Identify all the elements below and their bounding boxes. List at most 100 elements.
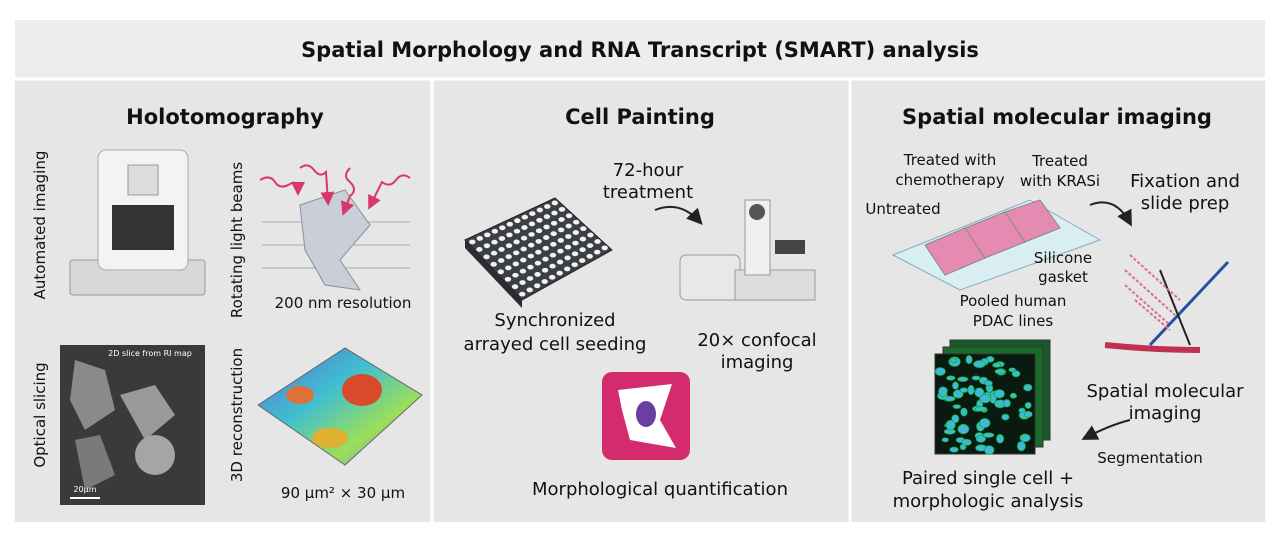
well bbox=[514, 218, 521, 224]
well bbox=[557, 248, 564, 254]
well bbox=[497, 258, 505, 263]
cell bbox=[952, 404, 962, 409]
label: Untreated bbox=[865, 200, 940, 218]
well bbox=[563, 266, 571, 272]
well bbox=[513, 228, 521, 234]
cell bbox=[950, 358, 958, 363]
label: with KRASi bbox=[1020, 172, 1100, 190]
well bbox=[491, 228, 499, 234]
label: 90 µm² × 30 µm bbox=[281, 484, 405, 502]
well bbox=[550, 241, 557, 247]
cell bbox=[945, 419, 956, 431]
label: Optical slicing bbox=[31, 362, 49, 467]
well bbox=[519, 268, 527, 274]
well bbox=[521, 225, 528, 230]
cell bbox=[949, 446, 959, 453]
well bbox=[558, 217, 565, 222]
cell bbox=[957, 376, 969, 382]
well bbox=[572, 219, 580, 225]
cell bbox=[961, 438, 972, 446]
label: morphologic analysis bbox=[893, 491, 1084, 512]
well bbox=[520, 235, 528, 241]
cell bbox=[979, 418, 991, 429]
cell bbox=[1016, 440, 1026, 452]
well bbox=[542, 245, 550, 251]
well bbox=[579, 247, 586, 253]
well bbox=[543, 224, 550, 230]
cell bbox=[982, 432, 995, 438]
well bbox=[549, 252, 557, 258]
well bbox=[520, 246, 527, 252]
well bbox=[512, 272, 519, 278]
cell bbox=[957, 423, 970, 435]
well bbox=[490, 250, 498, 256]
cell bbox=[941, 437, 949, 443]
well bbox=[533, 283, 541, 289]
cell bbox=[973, 360, 986, 369]
image-caption: 2D slice from RI map bbox=[108, 349, 192, 358]
cell bbox=[1009, 392, 1018, 399]
holotomography-instrument bbox=[69, 149, 206, 296]
well bbox=[506, 232, 513, 238]
well bbox=[527, 253, 535, 259]
well bbox=[601, 245, 608, 251]
label: Rotating light beams bbox=[228, 162, 246, 318]
label: Treated with bbox=[903, 151, 996, 169]
well bbox=[572, 240, 579, 246]
well bbox=[564, 244, 572, 250]
cell bbox=[994, 368, 1006, 375]
well bbox=[548, 274, 556, 280]
cell bbox=[993, 389, 1005, 399]
well bbox=[518, 291, 526, 297]
label: Treated bbox=[1031, 152, 1088, 170]
light-beams-illustration bbox=[259, 164, 411, 291]
probe-illustration bbox=[1104, 254, 1230, 353]
cell bbox=[952, 381, 959, 390]
label: Pooled human bbox=[960, 292, 1067, 310]
well bbox=[469, 239, 476, 245]
panel-title: Spatial molecular imaging bbox=[902, 105, 1212, 129]
label: slide prep bbox=[1141, 193, 1230, 214]
well bbox=[491, 239, 498, 245]
label: Paired single cell + bbox=[902, 468, 1074, 489]
well bbox=[526, 287, 533, 293]
label: 20× confocal bbox=[697, 330, 816, 351]
well bbox=[549, 263, 556, 269]
well bbox=[557, 238, 565, 243]
cell bbox=[1001, 413, 1010, 421]
well bbox=[497, 269, 505, 275]
well bbox=[556, 259, 564, 265]
cell bbox=[1002, 399, 1011, 408]
well bbox=[571, 262, 578, 268]
label: treatment bbox=[603, 182, 693, 203]
well bbox=[541, 267, 549, 273]
title-bar bbox=[15, 20, 1265, 78]
well bbox=[572, 230, 580, 235]
well bbox=[528, 232, 535, 237]
label: PDAC lines bbox=[973, 312, 1054, 330]
cell bbox=[974, 406, 987, 412]
well bbox=[526, 276, 534, 281]
label: 72-hour bbox=[613, 160, 684, 181]
well bbox=[536, 217, 543, 223]
well bbox=[536, 207, 544, 213]
well bbox=[565, 223, 572, 229]
well bbox=[527, 242, 535, 248]
cell bbox=[1024, 410, 1033, 418]
well bbox=[505, 243, 513, 249]
label: gasket bbox=[1038, 268, 1088, 286]
well bbox=[542, 256, 549, 262]
cell bbox=[1023, 383, 1033, 392]
well bbox=[512, 261, 520, 267]
cell-icon bbox=[602, 372, 690, 460]
well bbox=[541, 279, 548, 284]
label: Segmentation bbox=[1097, 449, 1202, 467]
label: Automated imaging bbox=[31, 151, 49, 300]
well bbox=[543, 214, 551, 220]
well bbox=[512, 250, 520, 256]
well bbox=[484, 232, 491, 238]
well bbox=[506, 221, 514, 227]
well bbox=[527, 264, 534, 270]
label: Morphological quantification bbox=[532, 479, 788, 500]
well bbox=[586, 253, 593, 259]
